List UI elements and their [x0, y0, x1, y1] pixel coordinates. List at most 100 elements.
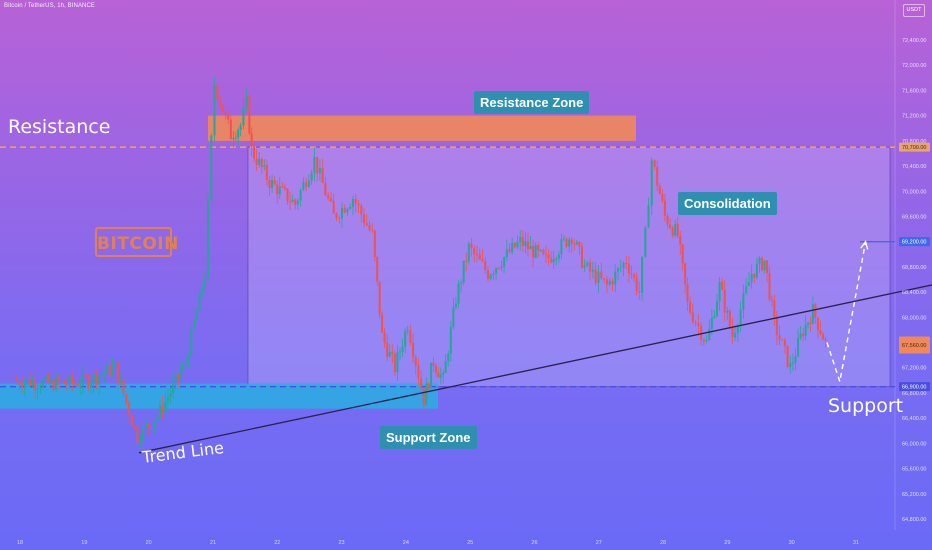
candle[interactable] — [103, 373, 106, 375]
candle[interactable] — [721, 281, 724, 290]
candle[interactable] — [307, 180, 310, 187]
candle[interactable] — [473, 248, 476, 255]
candle[interactable] — [713, 316, 716, 318]
candle[interactable] — [368, 225, 371, 231]
candle[interactable] — [586, 262, 589, 266]
candle[interactable] — [172, 381, 175, 394]
candle[interactable] — [161, 405, 164, 414]
candle[interactable] — [658, 185, 661, 194]
candle[interactable] — [542, 249, 545, 254]
candle[interactable] — [268, 180, 271, 188]
projection-path[interactable] — [826, 241, 867, 382]
candle[interactable] — [253, 146, 256, 159]
candle[interactable] — [786, 345, 789, 367]
candle[interactable] — [465, 260, 468, 262]
candle[interactable] — [489, 274, 492, 279]
candle[interactable] — [136, 426, 139, 444]
candle[interactable] — [734, 333, 737, 338]
candle[interactable] — [26, 378, 29, 383]
candle[interactable] — [417, 365, 420, 379]
candle[interactable] — [114, 362, 117, 367]
candle[interactable] — [95, 373, 98, 385]
candle[interactable] — [681, 244, 684, 264]
candle[interactable] — [799, 333, 802, 339]
candle[interactable] — [650, 160, 653, 206]
candle[interactable] — [15, 380, 18, 382]
candle[interactable] — [739, 309, 742, 327]
candle[interactable] — [271, 180, 274, 188]
candle[interactable] — [224, 112, 227, 114]
candle[interactable] — [824, 339, 827, 341]
candle[interactable] — [79, 386, 82, 388]
candle[interactable] — [511, 242, 514, 253]
candle[interactable] — [294, 199, 297, 205]
resistance-zone[interactable] — [208, 115, 636, 141]
candle[interactable] — [31, 380, 34, 387]
candle[interactable] — [255, 158, 258, 165]
candle[interactable] — [412, 342, 415, 357]
candle[interactable] — [340, 207, 343, 219]
candle[interactable] — [516, 242, 519, 248]
candle[interactable] — [700, 326, 703, 340]
candle[interactable] — [65, 383, 68, 385]
candle[interactable] — [401, 346, 404, 352]
candle[interactable] — [159, 405, 162, 416]
candle[interactable] — [811, 304, 814, 324]
candle[interactable] — [647, 205, 650, 228]
candle[interactable] — [430, 362, 433, 389]
candle[interactable] — [616, 268, 620, 272]
candle[interactable] — [580, 246, 584, 268]
candle[interactable] — [437, 372, 440, 378]
candle[interactable] — [486, 270, 490, 279]
candle[interactable] — [207, 200, 210, 278]
candle[interactable] — [329, 198, 332, 202]
candle[interactable] — [18, 380, 21, 385]
candle[interactable] — [470, 243, 473, 249]
candle[interactable] — [552, 259, 555, 263]
candle[interactable] — [371, 230, 374, 232]
candle[interactable] — [111, 366, 114, 376]
candle[interactable] — [557, 254, 560, 259]
candle[interactable] — [524, 241, 527, 246]
candle[interactable] — [414, 356, 417, 366]
candle[interactable] — [508, 249, 511, 253]
candle[interactable] — [750, 273, 753, 283]
candle[interactable] — [213, 85, 216, 136]
candle[interactable] — [116, 362, 119, 384]
candle[interactable] — [229, 119, 232, 140]
candle[interactable] — [519, 236, 522, 243]
candle[interactable] — [52, 379, 55, 391]
candle[interactable] — [619, 267, 622, 269]
candle[interactable] — [239, 125, 242, 130]
candle[interactable] — [691, 312, 694, 323]
candle[interactable] — [666, 215, 669, 225]
candle[interactable] — [332, 201, 335, 214]
candle[interactable] — [460, 282, 463, 284]
candle[interactable] — [73, 382, 76, 384]
candle[interactable] — [164, 401, 167, 414]
candle[interactable] — [526, 241, 529, 250]
candle[interactable] — [449, 326, 452, 354]
candle[interactable] — [591, 269, 594, 272]
candle[interactable] — [497, 267, 500, 269]
trend-line[interactable] — [138, 283, 932, 454]
candle[interactable] — [589, 262, 592, 272]
candle[interactable] — [234, 137, 237, 139]
candle[interactable] — [299, 190, 302, 201]
candle[interactable] — [802, 333, 805, 336]
candle[interactable] — [21, 384, 24, 388]
candle[interactable] — [633, 274, 636, 278]
candle[interactable] — [318, 167, 321, 174]
candle[interactable] — [684, 263, 687, 285]
candle[interactable] — [478, 254, 481, 260]
candle[interactable] — [98, 375, 101, 385]
candle[interactable] — [313, 156, 316, 173]
candle[interactable] — [723, 289, 726, 313]
candle[interactable] — [265, 165, 268, 181]
candle[interactable] — [68, 375, 71, 385]
candle[interactable] — [106, 364, 109, 374]
candle[interactable] — [383, 332, 386, 343]
candle[interactable] — [291, 199, 294, 202]
candle[interactable] — [28, 378, 31, 387]
candle[interactable] — [484, 261, 487, 271]
